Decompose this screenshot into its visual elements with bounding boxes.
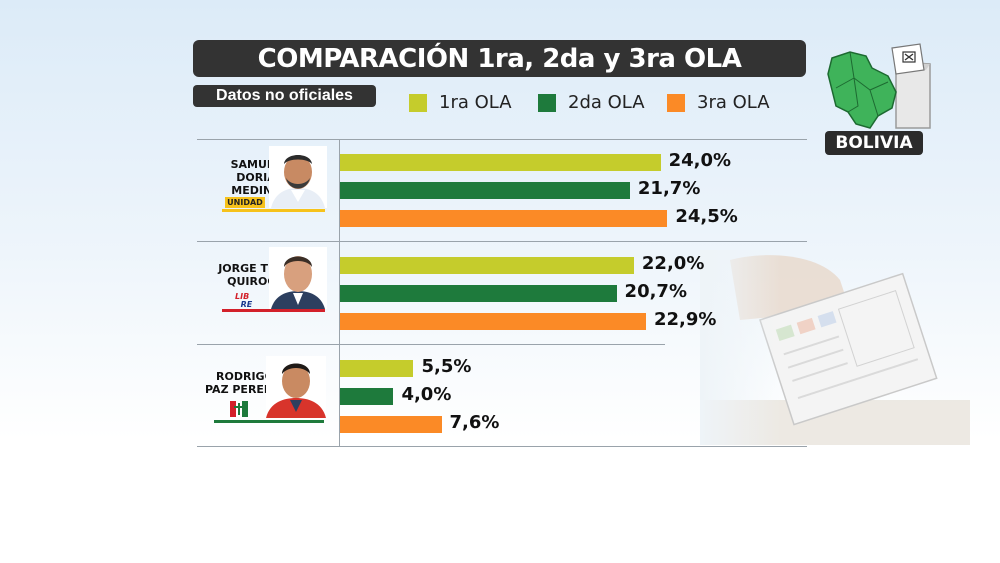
legend-swatch-3ra [667, 93, 685, 112]
candidate-name-1-line1: SAMUEL [230, 158, 282, 171]
row-separator [197, 139, 807, 140]
bar-2-series-3 [340, 313, 646, 330]
country-badge: BOLIVIA [825, 131, 923, 155]
bar-1-series-2 [340, 182, 630, 199]
candidate-name-3-line2: PAZ PEREIRA [205, 383, 286, 396]
subtitle-badge: Datos no oficiales [193, 85, 376, 107]
party-logo-libre: LIB RE [235, 292, 253, 309]
row-separator [197, 446, 807, 447]
value-label-2-series-3: 22,9% [653, 309, 717, 330]
candidate-name-1: SAMUEL DORIA MEDINA [216, 158, 296, 197]
value-label-3-series-1: 5,5% [421, 356, 472, 377]
candidate-photo-1 [269, 146, 327, 208]
value-label-1-series-2: 21,7% [637, 178, 701, 199]
axis-line [339, 139, 340, 446]
candidate-photo-2 [269, 247, 327, 309]
value-label-2-series-1: 22,0% [641, 253, 705, 274]
row-separator [197, 344, 665, 345]
bolivia-ballot-icon [827, 43, 931, 129]
ballot-photo-illustration [700, 250, 970, 445]
candidate-name-3-line1: RODRIGO [216, 370, 274, 383]
candidate-name-1-line2: DORIA MEDINA [231, 171, 281, 197]
value-label-1-series-1: 24,0% [668, 150, 732, 171]
chart-title: COMPARACIÓN 1ra, 2da y 3ra OLA [193, 40, 806, 77]
row-separator [197, 241, 807, 242]
party-underline-1 [222, 209, 325, 212]
bar-2-series-2 [340, 285, 617, 302]
party-logo-pdc [230, 401, 248, 417]
legend-label-1ra: 1ra OLA [439, 92, 512, 113]
legend-label-2da: 2da OLA [568, 92, 645, 113]
bar-3-series-1 [340, 360, 414, 377]
legend-swatch-1ra [409, 93, 427, 112]
legend-item-3ra: 3ra OLA [667, 92, 770, 113]
candidate-name-3: RODRIGO PAZ PEREIRA [205, 370, 285, 396]
legend-swatch-2da [538, 93, 556, 112]
value-label-3-series-3: 7,6% [449, 412, 500, 433]
bar-2-series-1 [340, 257, 634, 274]
bar-3-series-3 [340, 416, 442, 433]
bar-1-series-1 [340, 154, 661, 171]
party-logo-unidad: UNIDAD [225, 197, 265, 208]
bar-1-series-3 [340, 210, 668, 227]
candidate-photo-3 [266, 356, 326, 418]
value-label-3-series-2: 4,0% [401, 384, 452, 405]
party-underline-2 [222, 309, 325, 312]
legend-item-1ra: 1ra OLA [409, 92, 512, 113]
value-label-1-series-3: 24,5% [675, 206, 738, 227]
party-underline-3 [214, 420, 324, 423]
bar-3-series-2 [340, 388, 394, 405]
legend-label-3ra: 3ra OLA [697, 92, 770, 113]
value-label-2-series-2: 20,7% [624, 281, 687, 302]
legend-item-2da: 2da OLA [538, 92, 645, 113]
